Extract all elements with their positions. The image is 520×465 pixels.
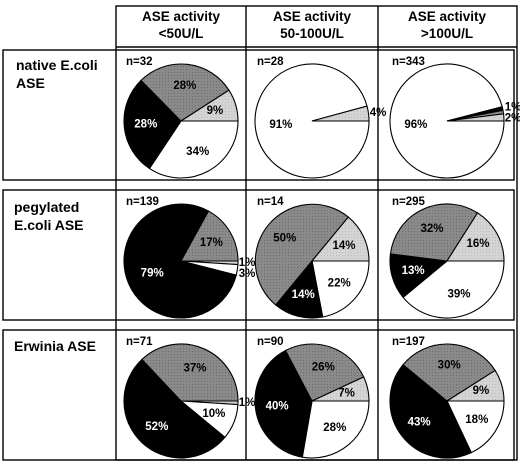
pie-slice (123, 358, 226, 459)
slice-label: 32% (420, 223, 443, 235)
sample-size-label: n=90 (257, 336, 284, 348)
slice-label: 40% (266, 401, 289, 413)
pie-slice (402, 260, 505, 319)
slice-label: 1% (505, 102, 520, 114)
slice-label: 10% (202, 408, 225, 420)
pie: n=32 34% 28% 28% 9% (123, 56, 239, 179)
slice-label: 4% (370, 107, 387, 119)
column-header: >100U/L (421, 26, 473, 41)
pie-slice (254, 203, 350, 306)
pie-slice (141, 343, 239, 402)
slice-label: 18% (465, 414, 488, 426)
column-header: ASE activity (142, 9, 221, 24)
column-header: <50U/L (159, 26, 204, 41)
sample-size-label: n=28 (257, 56, 284, 68)
sample-size-label: n=139 (126, 196, 159, 208)
slice-label: 79% (141, 268, 164, 280)
pie-slice (311, 376, 370, 402)
row-label: E.coli ASE (14, 217, 84, 233)
slice-label: 30% (438, 360, 461, 372)
pie-slice (389, 363, 473, 459)
slice-label: 14% (332, 240, 355, 252)
slice-label: 91% (269, 119, 292, 131)
pie: n=28 91% 4% (254, 56, 387, 179)
sample-size-label: n=32 (126, 56, 153, 68)
slice-label: 16% (466, 238, 489, 250)
pie-slice (123, 203, 237, 319)
slice-label: 22% (328, 278, 351, 290)
pie: n=139 79% 17% 1%3% (123, 196, 256, 319)
slice-label: 96% (404, 119, 427, 131)
pie: n=343 96% 1%2% (389, 56, 520, 179)
pie-slice (179, 89, 239, 122)
slice-label: 3% (239, 268, 256, 280)
sample-size-label: n=197 (392, 336, 425, 348)
sample-size-label: n=14 (257, 196, 284, 208)
pie-slice (180, 210, 239, 262)
pie: n=197 18% 43% 30% 9% (389, 336, 505, 459)
pie-slice (311, 105, 370, 122)
slice-label: 9% (207, 105, 224, 117)
pie-slice (301, 400, 370, 459)
slice-label: 17% (200, 237, 223, 249)
slice-label: 28% (323, 422, 346, 434)
pie-slice (445, 369, 505, 402)
slice-label: 7% (338, 387, 355, 399)
pie-slice (140, 63, 230, 122)
sample-size-label: n=343 (392, 56, 425, 68)
slice-label: 37% (183, 363, 206, 375)
sample-size-label: n=71 (126, 336, 153, 348)
column-header: ASE activity (408, 9, 487, 24)
pie-slice (310, 216, 370, 262)
grid-lines (2, 5, 518, 461)
row-label: pegylated (14, 199, 79, 215)
slice-label: 1% (239, 397, 256, 409)
pie: n=71 10% 52% 37% 1% (123, 336, 256, 459)
row-label: native E.coli (16, 57, 98, 73)
slice-label: 43% (408, 417, 431, 429)
pie-slice (446, 113, 505, 122)
pie-slice (446, 400, 505, 454)
pie-slice (284, 343, 365, 402)
pie-slice (402, 343, 496, 402)
sample-size-label: n=295 (392, 196, 426, 208)
pies: n=3234%28%28%9%n=2891%4%n=34396%1%2%n=13… (123, 56, 520, 459)
slice-label: 9% (473, 385, 490, 397)
slice-label: 52% (145, 421, 168, 433)
slice-label: 14% (292, 289, 315, 301)
slice-label: 1% (239, 257, 256, 269)
slice-label: 28% (173, 80, 196, 92)
slice-label: 39% (447, 288, 470, 300)
pie: n=90 28% 40% 26% 7% (254, 336, 370, 459)
row-label: Erwinia ASE (14, 338, 96, 354)
pie: n=14 22% 14% 50% 14% (254, 196, 370, 319)
slice-label: 50% (273, 233, 296, 245)
pie-slice (311, 260, 370, 318)
column-header: ASE activity (273, 9, 352, 24)
slice-label: 13% (402, 265, 425, 277)
row-label: ASE (16, 75, 45, 91)
pie-slice (123, 79, 182, 170)
column-headers: ASE activity <50U/L ASE activity 50-100U/L A… (142, 9, 487, 41)
slice-label: 26% (312, 362, 335, 374)
pie-slice (445, 212, 505, 262)
pie: n=295 39% 13% 32% 16% (389, 196, 505, 319)
row-labels: native E.coli ASE pegylated E.coli ASE Erwin… (14, 57, 98, 354)
pie-slice (254, 349, 313, 458)
slice-label: 2% (505, 113, 520, 125)
slice-label: 34% (186, 146, 209, 158)
column-header: 50-100U/L (280, 26, 344, 41)
slice-label: 28% (134, 118, 157, 130)
